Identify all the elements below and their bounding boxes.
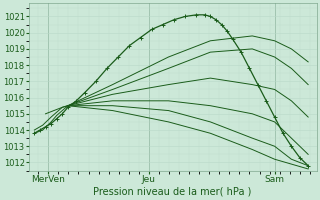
X-axis label: Pression niveau de la mer( hPa ): Pression niveau de la mer( hPa ) bbox=[93, 187, 252, 197]
